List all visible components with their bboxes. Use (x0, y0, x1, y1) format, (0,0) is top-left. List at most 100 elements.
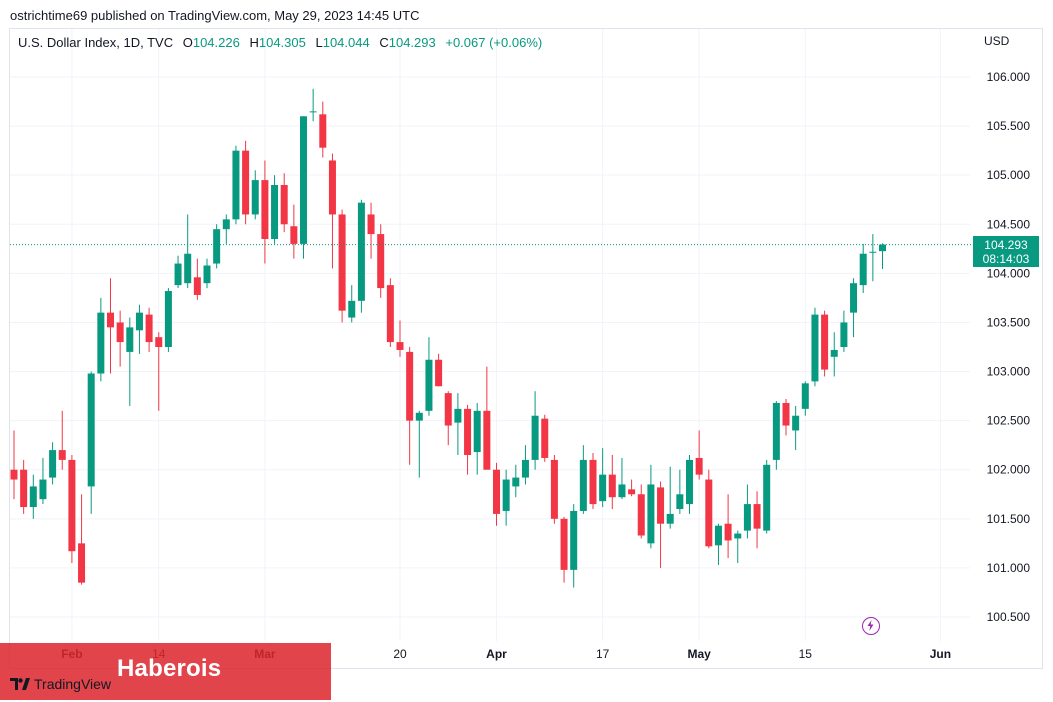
legend-symbol: U.S. Dollar Index, 1D, TVC (18, 35, 174, 50)
candle (628, 479, 636, 497)
candle-body (570, 510, 578, 570)
candle-body (396, 342, 404, 350)
candle-body (319, 114, 327, 148)
candle-body (242, 150, 250, 215)
candle (618, 457, 626, 500)
candle (772, 401, 780, 470)
candle (473, 402, 481, 475)
candle (174, 255, 182, 289)
candle-body (39, 479, 47, 500)
candle (58, 410, 66, 470)
candle (821, 310, 829, 377)
candle-body (695, 457, 703, 475)
candle (531, 391, 539, 470)
candle (541, 414, 549, 462)
y-tick-label: 101.000 (987, 561, 1031, 575)
y-tick-label: 100.500 (987, 610, 1031, 624)
y-tick-label: 102.500 (987, 414, 1031, 428)
candle (830, 332, 838, 377)
candle-body (840, 322, 848, 347)
legend-close-value: 104.293 (388, 35, 436, 50)
candle-body (193, 277, 201, 295)
candle-body (58, 450, 66, 460)
candle-body (676, 494, 684, 509)
candle (753, 491, 761, 549)
y-tick-label: 104.000 (987, 266, 1031, 280)
candle (39, 457, 47, 505)
x-tick-label: 17 (596, 647, 610, 661)
x-tick-label: Apr (486, 647, 507, 661)
candle-body (502, 479, 510, 511)
candle (676, 469, 684, 514)
candle (328, 153, 336, 269)
candle-body (213, 229, 221, 264)
candle (743, 484, 751, 539)
x-tick-label: Jun (930, 647, 951, 661)
candle-body (367, 214, 375, 235)
y-tick-label: 103.500 (987, 315, 1031, 329)
candle-body (473, 410, 481, 453)
candle-body (811, 314, 819, 382)
candle (792, 405, 800, 451)
candle (705, 469, 713, 549)
candle (164, 288, 172, 352)
candle-body (628, 489, 636, 495)
candle-body (521, 459, 529, 478)
candle-body (850, 283, 858, 313)
candle-body (300, 116, 307, 244)
y-tick-label: 101.500 (987, 512, 1031, 526)
candle (521, 445, 529, 485)
candle-body (280, 185, 288, 225)
candle (213, 224, 221, 269)
legend-change: +0.067 (+0.06%) (445, 35, 543, 50)
candle (300, 116, 307, 259)
candle (396, 320, 404, 357)
candle (483, 366, 491, 470)
candle-body (425, 359, 433, 411)
watermark-brand: Haberois (117, 655, 222, 682)
candle-body (49, 450, 57, 478)
candle (97, 297, 105, 382)
candle-body (107, 312, 114, 328)
candle (502, 469, 510, 526)
candle (193, 258, 201, 300)
candle (879, 243, 886, 270)
candle (261, 160, 269, 264)
y-tick-label: 105.500 (987, 119, 1031, 133)
candle (68, 455, 76, 563)
candle-body (686, 459, 693, 505)
candle-body (68, 459, 76, 552)
candle (49, 442, 57, 485)
currency-label[interactable]: USD (984, 34, 1010, 48)
candle-body (464, 408, 472, 455)
candle-body (290, 226, 298, 244)
candle (338, 209, 346, 323)
tradingview-logo[interactable]: TradingView (10, 676, 111, 692)
candle-body (705, 479, 713, 547)
lightning-icon[interactable] (862, 617, 880, 635)
candle-body (782, 402, 790, 426)
candle (280, 173, 288, 233)
candle (271, 175, 279, 244)
last-price-badge: 104.293 08:14:03 (973, 236, 1039, 267)
candle-body (599, 474, 607, 502)
candle-body (801, 383, 809, 409)
candle (377, 224, 385, 298)
chart-frame[interactable] (9, 28, 1043, 669)
candle-body (20, 469, 28, 508)
candle-body (879, 244, 886, 252)
candle-body (145, 314, 153, 343)
y-tick-label: 106.000 (987, 70, 1031, 84)
candle (550, 455, 558, 524)
candle (20, 459, 28, 514)
candle (435, 353, 443, 387)
candle-body (724, 523, 732, 541)
candle-body (174, 263, 182, 286)
candle (850, 278, 858, 338)
candle (386, 278, 394, 347)
candle (859, 243, 867, 293)
candle-body (637, 494, 645, 536)
candle (647, 464, 655, 549)
watermark-banner: Haberois (0, 643, 331, 700)
